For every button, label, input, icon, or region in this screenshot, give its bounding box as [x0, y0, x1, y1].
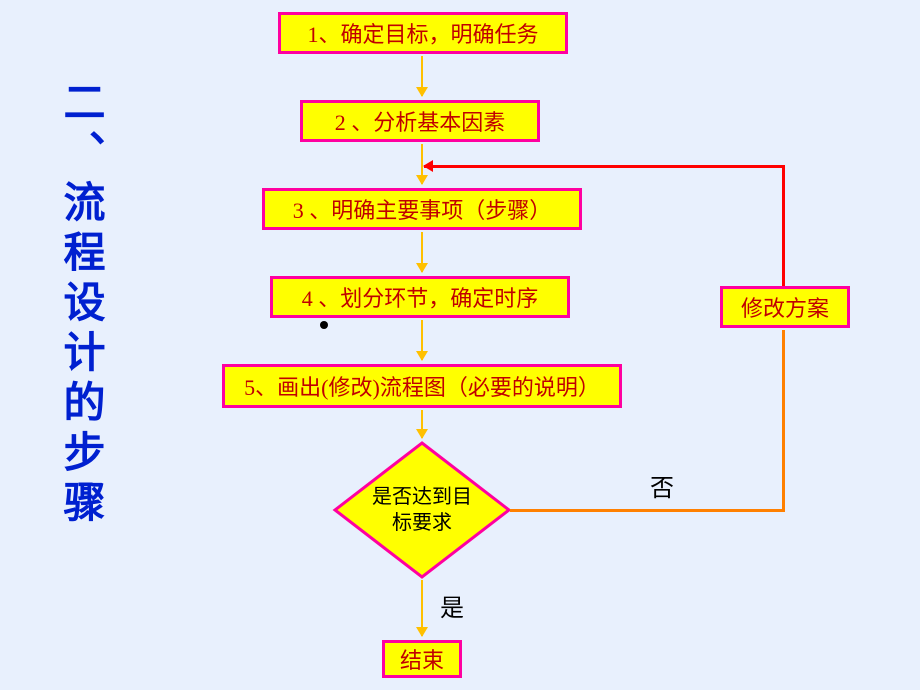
feedback-h1 — [510, 509, 784, 512]
step-text-5: 5、画出(修改)流程图（必要的说明） — [244, 370, 600, 402]
decision-text: 是否达到目 标要求 — [372, 484, 472, 536]
step-box-3: 3 、明确主要事项（步骤） — [262, 188, 582, 230]
section-title: 二、流程设计的步骤 — [50, 80, 111, 530]
step-text-2: 2 、分析基本因素 — [335, 105, 506, 137]
arrow-5-diamond — [421, 410, 423, 438]
arrow-3-4 — [421, 232, 423, 272]
yes-label: 是 — [440, 588, 464, 623]
step-box-5: 5、画出(修改)流程图（必要的说明） — [222, 364, 622, 408]
end-text: 结束 — [400, 643, 444, 675]
step-box-4: 4 、划分环节，确定时序 — [270, 276, 570, 318]
step-text-4: 4 、划分环节，确定时序 — [302, 281, 539, 313]
decision-diamond: 是否达到目 标要求 — [332, 440, 512, 580]
step-box-1: 1、确定目标，明确任务 — [278, 12, 568, 54]
arrow-diamond-end — [421, 580, 423, 636]
no-label: 否 — [650, 468, 674, 503]
arrow-1-2 — [421, 56, 423, 96]
decision-line2: 标要求 — [392, 512, 452, 534]
feedback-v1 — [782, 330, 785, 512]
feedback-h2 — [424, 165, 785, 168]
modify-text: 修改方案 — [741, 291, 829, 323]
step-box-2: 2 、分析基本因素 — [300, 100, 540, 142]
arrow-4-5 — [421, 320, 423, 360]
step-text-1: 1、确定目标，明确任务 — [307, 17, 538, 49]
modify-box: 修改方案 — [720, 286, 850, 328]
end-box: 结束 — [382, 640, 462, 678]
decision-line1: 是否达到目 — [372, 486, 472, 508]
feedback-v2 — [782, 165, 785, 286]
step-text-3: 3 、明确主要事项（步骤） — [293, 193, 552, 225]
black-dot — [320, 321, 328, 329]
